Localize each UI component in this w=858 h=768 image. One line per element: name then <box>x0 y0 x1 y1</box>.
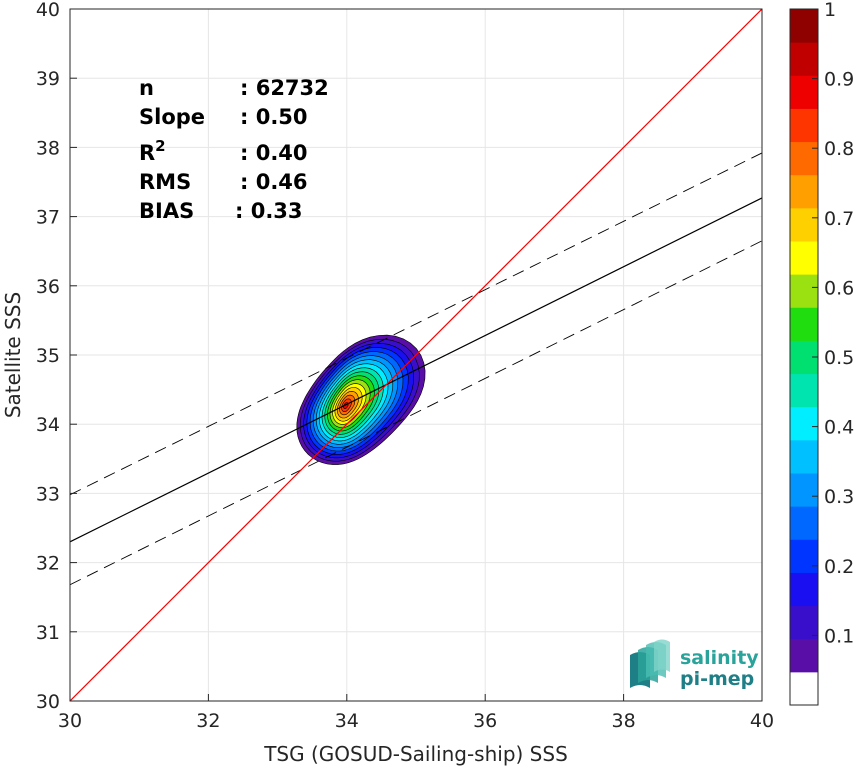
colorbar-tick-label: 0.6 <box>824 277 854 299</box>
y-tick-label: 36 <box>36 276 60 298</box>
colorbar-band <box>790 638 818 673</box>
x-tick-label: 34 <box>335 710 359 732</box>
colorbar-band <box>790 473 818 507</box>
colorbar-band <box>790 207 818 242</box>
y-tick-label: 37 <box>36 207 60 229</box>
logo-waves-icon <box>630 639 670 688</box>
regression-lines <box>70 9 762 701</box>
colorbar-band <box>790 572 818 607</box>
colorbar-band <box>790 605 818 640</box>
x-tick-label: 40 <box>750 710 774 732</box>
colorbar-tick-label: 1 <box>824 0 836 21</box>
colorbar-band <box>790 406 818 441</box>
colorbar-band <box>790 506 818 540</box>
colorbar-band <box>790 274 818 308</box>
y-tick-label: 32 <box>36 553 60 575</box>
y-tick-label: 40 <box>36 0 60 21</box>
colorbar-tick-label: 0.2 <box>824 556 854 578</box>
colorbar-band <box>790 174 818 209</box>
colorbar-band <box>790 307 818 341</box>
x-tick-label: 32 <box>196 710 220 732</box>
stat-label: BIAS <box>139 199 194 223</box>
colorbar-band <box>790 141 818 176</box>
y-axis-ticks: 30 31 32 33 34 35 36 37 38 39 40 <box>36 0 77 713</box>
density-contours <box>296 334 426 465</box>
stat-value: : 62732 <box>240 76 329 100</box>
stat-label: Slope <box>139 105 205 129</box>
salinity-pi-mep-logo: salinity pi-mep <box>630 639 759 690</box>
colorbar-band <box>790 373 818 408</box>
colorbar-tick-label: 0.3 <box>824 486 854 508</box>
x-tick-label: 38 <box>612 710 636 732</box>
y-tick-label: 38 <box>36 137 60 159</box>
colorbar-band <box>790 42 818 76</box>
colorbar-band <box>790 439 818 474</box>
fit-lower-dashed-line <box>70 240 762 586</box>
y-tick-label: 33 <box>36 483 60 505</box>
x-axis-label: TSG (GOSUD-Sailing-ship) SSS <box>263 742 568 766</box>
colorbar-band <box>790 75 818 109</box>
colorbar-band <box>790 241 818 275</box>
one-to-one-line <box>70 9 762 701</box>
colorbar-tick-label: 0.8 <box>824 138 854 160</box>
colorbar-tick-label: 0.5 <box>824 347 854 369</box>
y-axis-label: Satellite SSS <box>1 292 25 418</box>
colorbar: 0.1 0.2 0.3 0.4 0.5 0.6 0.7 0.8 0.9 1 <box>789 0 854 706</box>
colorbar-tick-label: 0.1 <box>824 625 854 647</box>
stat-value: : 0.46 <box>240 170 308 194</box>
y-tick-label: 35 <box>36 345 60 367</box>
logo-line1: salinity <box>680 647 759 669</box>
grid-lines <box>69 8 763 702</box>
regression-fit-line <box>70 197 762 543</box>
logo-line2: pi-mep <box>680 668 754 690</box>
x-tick-label: 30 <box>58 710 82 732</box>
y-tick-label: 30 <box>36 691 60 713</box>
stat-value: : 0.50 <box>240 105 308 129</box>
colorbar-tick-label: 0.9 <box>824 69 854 91</box>
colorbar-band <box>790 539 818 573</box>
y-tick-label: 31 <box>36 622 60 644</box>
x-axis-ticks: 30 32 34 36 38 40 <box>58 694 774 732</box>
stat-label: RMS <box>139 170 191 194</box>
colorbar-band <box>790 108 818 143</box>
y-tick-label: 34 <box>36 414 60 436</box>
stat-value: : 0.40 <box>240 141 308 165</box>
stat-value: : 0.33 <box>235 199 303 223</box>
x-tick-label: 36 <box>473 710 497 732</box>
colorbar-band <box>790 671 818 706</box>
colorbar-tick-label: 0.7 <box>824 208 854 230</box>
colorbar-band <box>790 9 818 43</box>
y-tick-label: 39 <box>36 68 60 90</box>
fit-upper-dashed-line <box>70 152 762 496</box>
colorbar-tick-label: 0.4 <box>824 417 854 439</box>
stat-label: n <box>139 76 154 100</box>
